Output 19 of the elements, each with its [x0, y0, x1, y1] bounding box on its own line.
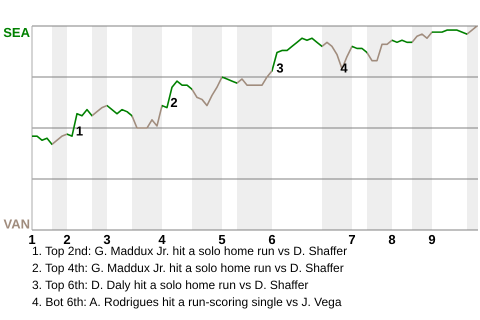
text: 3. Top 6th: D. Daly hit a solo home run vs D. Shaffer	[32, 278, 308, 292]
x-tick-label: 8	[388, 232, 396, 247]
x-tick-label: 7	[348, 232, 356, 247]
text: 1. Top 2nd: G. Maddux Jr. hit a solo home run vs D. Shaffer	[32, 244, 348, 258]
x-tick-label: 1	[28, 232, 36, 247]
annotation: 1	[76, 124, 84, 139]
text: SEA	[3, 25, 31, 40]
annotation: 4	[340, 60, 348, 76]
x-tick-label: 4	[158, 232, 166, 247]
annotation: 3	[276, 60, 284, 76]
x-tick-label: 3	[103, 232, 111, 247]
text: 2. Top 4th: G. Maddux Jr. hit a solo home run vs D. Shaffer	[32, 261, 344, 275]
x-tick-label: 5	[218, 232, 226, 247]
x-tick-label: 2	[63, 232, 71, 247]
text: VAN	[4, 216, 30, 232]
annotation: 2	[170, 94, 178, 110]
x-tick-label: 6	[268, 232, 276, 247]
text: 4. Bot 6th: A. Rodrigues hit a run-scoring single vs J. Vega	[32, 295, 342, 309]
x-tick-label: 9	[428, 232, 436, 247]
